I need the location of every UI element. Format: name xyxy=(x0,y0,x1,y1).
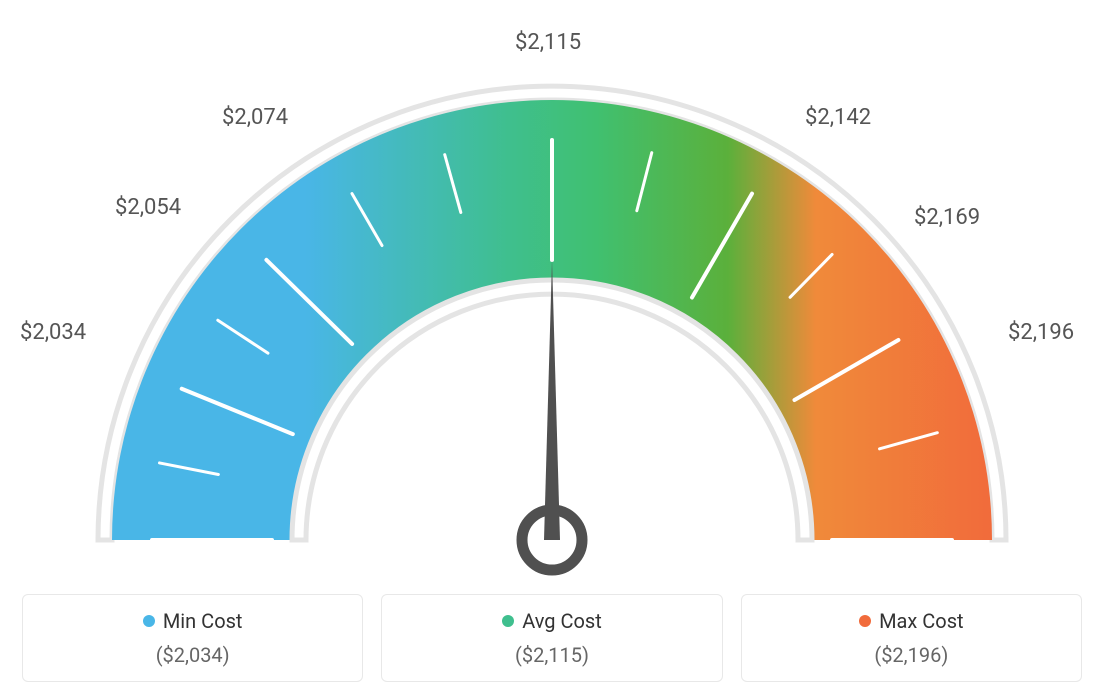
legend-label: Min Cost xyxy=(163,609,243,633)
gauge-tick-label: $2,142 xyxy=(805,105,871,130)
gauge-chart: $2,034 $2,054 $2,074 $2,115 $2,142 $2,169 $2,1… xyxy=(0,0,1104,540)
dot-icon xyxy=(859,615,871,627)
legend-label: Avg Cost xyxy=(522,609,602,633)
gauge-tick-label: $2,169 xyxy=(914,205,980,230)
gauge-tick-label: $2,074 xyxy=(222,105,288,130)
legend-card-max: Max Cost ($2,196) xyxy=(741,594,1082,682)
legend-card-avg: Avg Cost ($2,115) xyxy=(381,594,722,682)
gauge-svg xyxy=(0,40,1104,580)
legend-card-min: Min Cost ($2,034) xyxy=(22,594,363,682)
legend-label: Max Cost xyxy=(879,609,964,633)
gauge-tick-label: $2,196 xyxy=(1008,320,1074,345)
legend-value-min: ($2,034) xyxy=(31,643,354,667)
dot-icon xyxy=(502,615,514,627)
legend-value-avg: ($2,115) xyxy=(390,643,713,667)
legend-title-max: Max Cost xyxy=(859,609,964,633)
legend-row: Min Cost ($2,034) Avg Cost ($2,115) Max … xyxy=(0,594,1104,682)
gauge-tick-label: $2,034 xyxy=(20,320,86,345)
gauge-tick-label: $2,054 xyxy=(115,195,181,220)
legend-title-avg: Avg Cost xyxy=(502,609,602,633)
dot-icon xyxy=(143,615,155,627)
gauge-tick-label: $2,115 xyxy=(515,30,581,55)
legend-title-min: Min Cost xyxy=(143,609,243,633)
legend-value-max: ($2,196) xyxy=(750,643,1073,667)
